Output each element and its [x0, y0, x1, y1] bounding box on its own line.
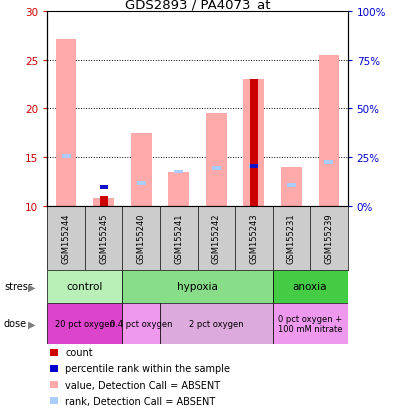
Bar	[122, 271, 273, 303]
Bar	[51, 365, 58, 372]
Text: anoxia: anoxia	[293, 282, 327, 292]
Text: GSM155239: GSM155239	[324, 213, 333, 263]
Bar	[243, 80, 264, 206]
Bar	[281, 167, 302, 206]
Text: GSM155231: GSM155231	[287, 213, 296, 263]
Bar	[122, 303, 160, 344]
Text: 20 pct oxygen: 20 pct oxygen	[55, 319, 115, 328]
Bar	[249, 164, 258, 168]
Text: value, Detection Call = ABSENT: value, Detection Call = ABSENT	[66, 380, 220, 389]
Text: ▶: ▶	[28, 318, 36, 329]
Bar	[168, 172, 189, 206]
Text: count: count	[66, 347, 93, 357]
Bar	[100, 196, 108, 206]
Bar	[51, 349, 58, 356]
Text: dose: dose	[4, 318, 27, 329]
Bar	[131, 133, 152, 206]
Bar	[93, 198, 114, 206]
Bar	[100, 186, 108, 190]
Text: hypoxia: hypoxia	[177, 282, 218, 292]
Bar	[51, 381, 58, 388]
Text: stress: stress	[4, 282, 33, 292]
Bar	[318, 56, 339, 206]
Text: GSM155241: GSM155241	[174, 213, 183, 263]
Bar	[250, 164, 258, 168]
Bar	[287, 184, 296, 188]
Text: 0.4 pct oxygen: 0.4 pct oxygen	[110, 319, 173, 328]
Text: rank, Detection Call = ABSENT: rank, Detection Call = ABSENT	[66, 396, 216, 406]
Bar	[324, 161, 333, 164]
Text: GSM155240: GSM155240	[137, 213, 146, 263]
Text: GSM155244: GSM155244	[62, 213, 71, 263]
Bar	[250, 80, 258, 206]
Bar	[51, 397, 58, 404]
Bar	[206, 114, 227, 206]
Text: GSM155242: GSM155242	[212, 213, 221, 263]
Bar	[160, 303, 273, 344]
Bar	[62, 155, 71, 159]
Text: 2 pct oxygen: 2 pct oxygen	[189, 319, 244, 328]
Text: 0 pct oxygen +
100 mM nitrate: 0 pct oxygen + 100 mM nitrate	[278, 314, 342, 333]
Bar	[47, 303, 122, 344]
Title: GDS2893 / PA4073_at: GDS2893 / PA4073_at	[125, 0, 270, 11]
Text: control: control	[67, 282, 103, 292]
Bar	[137, 182, 146, 186]
Text: GSM155245: GSM155245	[99, 213, 108, 263]
Bar	[212, 166, 221, 170]
Bar	[273, 303, 348, 344]
Bar	[47, 271, 122, 303]
Text: GSM155243: GSM155243	[249, 213, 258, 263]
Bar	[273, 271, 348, 303]
Bar	[174, 170, 183, 174]
Bar	[56, 40, 77, 206]
Text: ▶: ▶	[28, 282, 36, 292]
Text: percentile rank within the sample: percentile rank within the sample	[66, 363, 230, 373]
